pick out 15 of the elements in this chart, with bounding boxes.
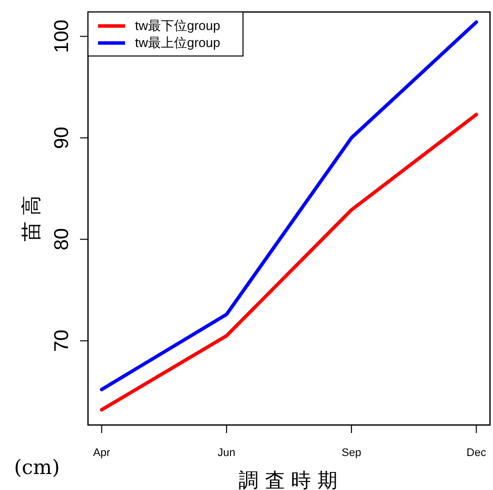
y-tick-label: 70 xyxy=(51,330,73,352)
x-tick-label: Jun xyxy=(218,447,236,459)
y-tick-label: 90 xyxy=(51,126,73,149)
x-axis-title: 調 査 時 期 xyxy=(238,468,338,490)
legend-label: tw最下位group xyxy=(135,18,220,33)
y-tick-label: 100 xyxy=(51,20,73,54)
x-tick-label: Apr xyxy=(93,447,111,459)
line-series xyxy=(100,112,478,412)
line-series xyxy=(100,20,478,392)
legend-label: tw最上位group xyxy=(135,35,220,50)
x-tick-label: Sep xyxy=(342,447,362,459)
text: (cm) xyxy=(14,455,60,479)
x-tick-label: Dec xyxy=(466,447,487,459)
y-axis-title: 苗 高 xyxy=(19,195,43,242)
y-tick-label: 80 xyxy=(51,228,73,250)
